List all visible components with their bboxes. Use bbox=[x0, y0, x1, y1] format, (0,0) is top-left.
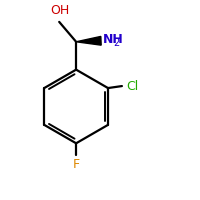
Text: 2: 2 bbox=[113, 38, 120, 48]
Text: Cl: Cl bbox=[126, 80, 138, 93]
Text: NH: NH bbox=[103, 33, 124, 46]
Text: OH: OH bbox=[51, 4, 70, 17]
Polygon shape bbox=[76, 36, 101, 45]
Text: F: F bbox=[73, 158, 80, 171]
